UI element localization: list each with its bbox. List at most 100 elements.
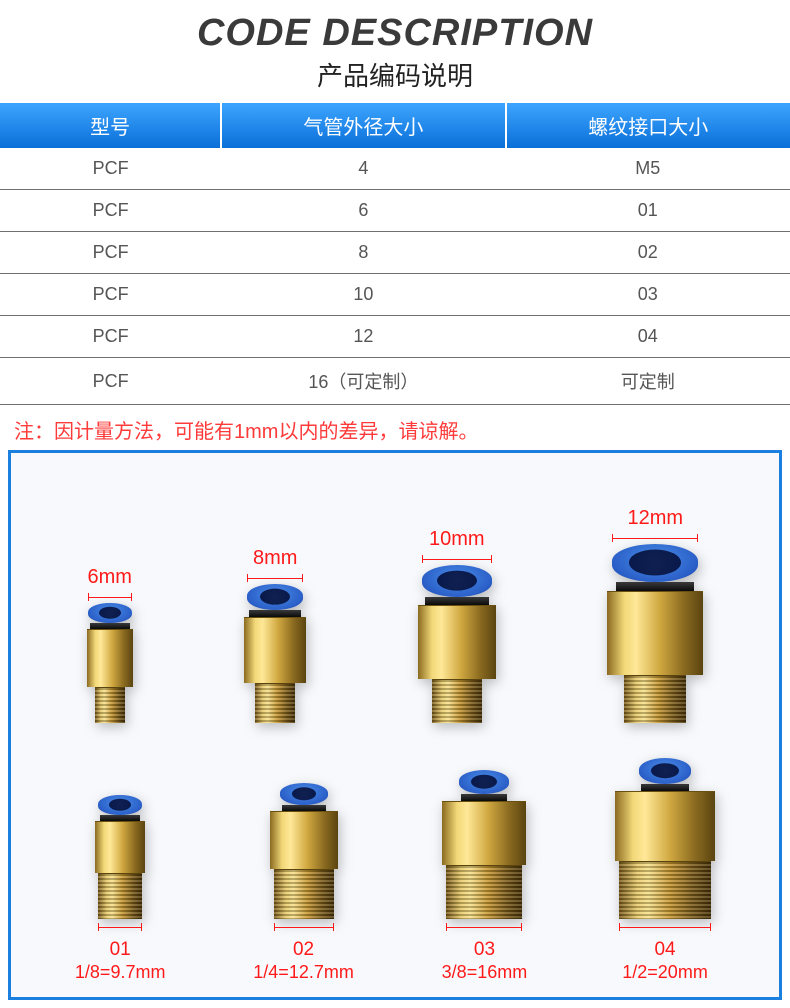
fitting: 041/2=20mm	[615, 758, 715, 983]
fitting-collar	[616, 582, 694, 591]
fitting-body	[95, 821, 145, 873]
fitting-cap-hole	[629, 549, 681, 575]
dimension-line	[612, 534, 698, 542]
table-cell: 01	[506, 190, 790, 232]
fitting-cap	[88, 603, 132, 623]
header: CODE DESCRIPTION 产品编码说明	[0, 0, 790, 103]
table-cell: 6	[221, 190, 505, 232]
col-model: 型号	[0, 103, 221, 148]
fitting-cap	[612, 544, 698, 582]
table-cell: 12	[221, 316, 505, 358]
fitting-cap	[639, 758, 691, 784]
fitting-collar	[249, 610, 301, 617]
dimension-line	[446, 923, 522, 931]
fitting: 6mm	[87, 566, 133, 723]
fitting: 12mm	[607, 507, 703, 723]
table-cell: PCF	[0, 274, 221, 316]
table-cell: 4	[221, 148, 505, 190]
fitting-thread	[624, 675, 686, 723]
fitting-size-label: 6mm	[88, 566, 132, 589]
fitting-body	[418, 605, 496, 679]
fitting-shape	[87, 603, 133, 723]
fitting-size-label: 12mm	[627, 507, 683, 530]
fitting-code-label: 02	[293, 939, 314, 962]
fitting-code-label: 03	[474, 939, 495, 962]
table-cell: PCF	[0, 148, 221, 190]
fitting-collar	[641, 784, 689, 791]
table-row: PCF1003	[0, 274, 790, 316]
code-table: 型号 气管外径大小 螺纹接口大小 PCF4M5PCF601PCF802PCF10…	[0, 103, 790, 405]
dimension-line	[98, 923, 142, 931]
fitting-shape	[607, 544, 703, 723]
note-label: 注：	[14, 421, 54, 443]
fitting-body	[244, 617, 306, 683]
fitting-thread	[255, 683, 295, 723]
table-body: PCF4M5PCF601PCF802PCF1003PCF1204PCF16（可定…	[0, 148, 790, 405]
fitting-thread-size-label: 1/8=9.7mm	[75, 962, 166, 983]
fitting-thread-size-label: 1/4=12.7mm	[253, 962, 354, 983]
fitting-body	[615, 791, 715, 861]
title-english: CODE DESCRIPTION	[0, 14, 790, 52]
table-cell: PCF	[0, 316, 221, 358]
fitting-thread-size-label: 1/2=20mm	[622, 962, 708, 983]
fitting-cap-hole	[651, 763, 679, 778]
fitting-cap-hole	[99, 607, 121, 619]
table-cell: 04	[506, 316, 790, 358]
fitting-shape	[95, 795, 145, 919]
fitting-cap	[422, 565, 492, 597]
note-text: 因计量方法，可能有1mm以内的差异，请谅解。	[54, 421, 478, 443]
fitting-collar	[425, 597, 489, 605]
fitting-shape	[615, 758, 715, 919]
fitting: 011/8=9.7mm	[75, 795, 166, 983]
table-cell: M5	[506, 148, 790, 190]
fitting-cap-hole	[260, 589, 290, 605]
dimension-line	[88, 593, 132, 601]
fitting-thread	[432, 679, 482, 723]
dimension-line	[247, 574, 303, 582]
fitting-thread	[274, 869, 334, 919]
table-cell: 可定制	[506, 358, 790, 405]
dimension-line	[619, 923, 711, 931]
fitting-cap	[247, 584, 303, 610]
fitting-collar	[461, 794, 507, 801]
fitting-cap-hole	[471, 775, 497, 789]
fitting-thread	[98, 873, 142, 919]
fitting-size-label: 8mm	[253, 547, 297, 570]
fitting: 021/4=12.7mm	[253, 783, 354, 983]
fitting: 8mm	[244, 547, 306, 723]
fitting-body	[87, 629, 133, 687]
fitting: 033/8=16mm	[442, 770, 528, 983]
table-cell: 16（可定制）	[221, 358, 505, 405]
fitting-code-label: 04	[654, 939, 675, 962]
fitting-body	[442, 801, 526, 865]
table-cell: 02	[506, 232, 790, 274]
fitting-cap-hole	[292, 787, 316, 800]
fitting-thread-size-label: 3/8=16mm	[442, 962, 528, 983]
fitting-cap-hole	[437, 571, 477, 591]
fitting-thread	[446, 865, 522, 919]
table-row: PCF16（可定制）可定制	[0, 358, 790, 405]
fitting-cap	[98, 795, 142, 815]
fitting-shape	[270, 783, 338, 919]
fittings-top-row: 6mm 8mm 10mm 12mm	[31, 473, 759, 723]
fitting-cap	[280, 783, 328, 805]
dimension-line	[274, 923, 334, 931]
table-cell: PCF	[0, 232, 221, 274]
fitting-shape	[442, 770, 526, 919]
fitting-body	[270, 811, 338, 869]
fitting-size-label: 10mm	[429, 528, 485, 551]
table-cell: 03	[506, 274, 790, 316]
col-thread: 螺纹接口大小	[506, 103, 790, 148]
fitting-cap	[459, 770, 509, 794]
table-header-row: 型号 气管外径大小 螺纹接口大小	[0, 103, 790, 148]
table-cell: 10	[221, 274, 505, 316]
fitting: 10mm	[418, 528, 496, 723]
table-row: PCF4M5	[0, 148, 790, 190]
fitting-shape	[418, 565, 496, 723]
note: 注：因计量方法，可能有1mm以内的差异，请谅解。	[0, 405, 790, 450]
table-row: PCF1204	[0, 316, 790, 358]
fitting-code-label: 01	[110, 939, 131, 962]
fittings-bottom-row: 011/8=9.7mm 021/4=12.7mm 033/8=16mm 041/2=2…	[31, 733, 759, 983]
dimension-line	[422, 555, 492, 563]
col-tube: 气管外径大小	[221, 103, 505, 148]
